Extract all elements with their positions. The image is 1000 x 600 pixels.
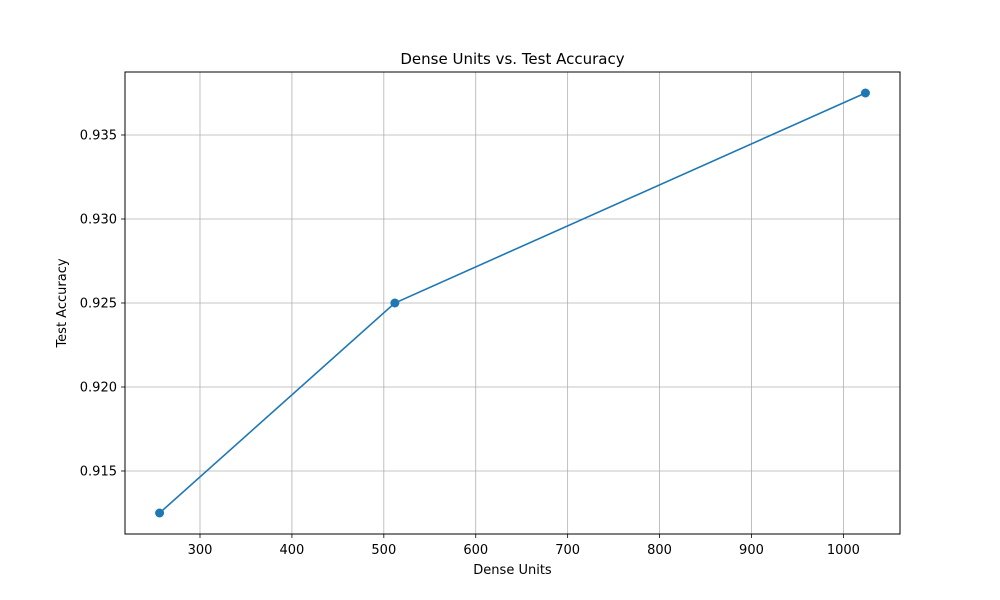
y-tick-label: 0.925: [80, 297, 117, 312]
x-tick-label: 400: [279, 543, 304, 558]
y-axis-label: Test Accuracy: [55, 258, 70, 348]
data-point: [155, 508, 165, 518]
series-layer: [155, 88, 870, 518]
data-point: [860, 88, 870, 98]
y-tick-label: 0.920: [80, 381, 117, 396]
x-axis-label: Dense Units: [473, 563, 552, 578]
x-tick-label: 700: [555, 543, 580, 558]
x-tick-label: 900: [739, 543, 764, 558]
chart-title: Dense Units vs. Test Accuracy: [400, 50, 624, 68]
y-axis: 0.915 0.920 0.925 0.930 0.935: [80, 129, 125, 480]
x-tick-label: 500: [371, 543, 396, 558]
y-tick-label: 0.930: [80, 213, 117, 228]
x-tick-label: 1000: [827, 543, 860, 558]
x-tick-label: 300: [188, 543, 213, 558]
data-point: [390, 298, 400, 308]
x-tick-label: 800: [647, 543, 672, 558]
y-tick-label: 0.935: [80, 129, 117, 144]
x-axis: 300 400 500 600 700 800 900 1000: [188, 534, 860, 558]
x-tick-label: 600: [463, 543, 488, 558]
y-tick-label: 0.915: [80, 465, 117, 480]
grid: [125, 72, 900, 534]
